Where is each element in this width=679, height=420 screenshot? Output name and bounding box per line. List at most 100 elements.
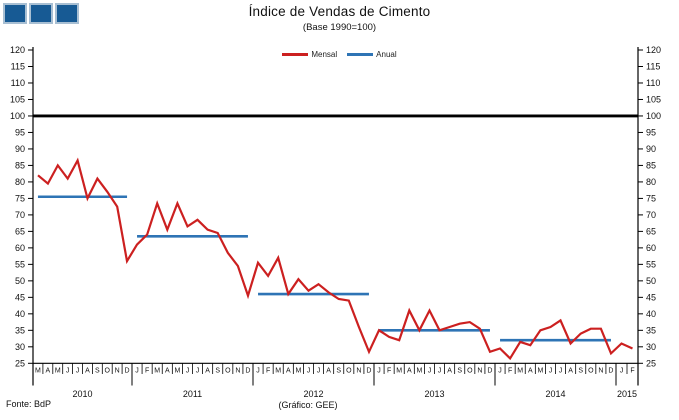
month-label: F <box>630 368 634 375</box>
legend-label-anual: Anual <box>376 50 397 59</box>
year-label: 2014 <box>545 389 565 399</box>
month-label: N <box>235 368 240 375</box>
y-tick-label-right: 115 <box>646 61 660 71</box>
month-label: J <box>317 368 321 375</box>
month-label: F <box>387 368 391 375</box>
y-tick-label-right: 50 <box>646 276 656 286</box>
month-label: M <box>517 368 523 375</box>
month-label: J <box>377 368 381 375</box>
y-tick-label-left: 100 <box>10 111 25 121</box>
month-label: A <box>46 368 51 375</box>
y-tick-label-left: 95 <box>15 127 25 137</box>
y-tick-label-right: 120 <box>646 45 661 55</box>
y-tick-label-right: 95 <box>646 127 656 137</box>
month-label: S <box>215 368 220 375</box>
y-tick-label-left: 85 <box>15 160 25 170</box>
month-label: D <box>366 368 371 375</box>
month-label: J <box>438 368 442 375</box>
logo-square <box>3 3 27 24</box>
y-tick-label-right: 100 <box>646 111 661 121</box>
y-tick-label-right: 90 <box>646 144 656 154</box>
month-label: A <box>85 368 90 375</box>
y-tick-label-left: 35 <box>15 325 25 335</box>
month-label: S <box>578 368 583 375</box>
month-label: F <box>508 368 512 375</box>
y-tick-label-left: 105 <box>10 94 25 104</box>
y-tick-label-left: 65 <box>15 226 25 236</box>
y-tick-label-left: 110 <box>11 78 25 88</box>
month-label: N <box>477 368 482 375</box>
y-tick-label-left: 40 <box>15 309 25 319</box>
month-label: J <box>196 368 200 375</box>
month-label: A <box>528 368 533 375</box>
logo-square <box>29 3 53 24</box>
month-label: M <box>35 368 41 375</box>
month-label: A <box>165 368 170 375</box>
month-label: A <box>286 368 291 375</box>
month-label: S <box>336 368 341 375</box>
y-tick-label-left: 45 <box>15 292 25 302</box>
y-tick-label-left: 30 <box>15 342 25 352</box>
month-label: M <box>55 368 61 375</box>
chart-subtitle: (Base 1990=100) <box>302 22 377 33</box>
month-label: M <box>416 368 422 375</box>
y-tick-label-right: 45 <box>646 292 656 302</box>
month-label: O <box>588 368 594 375</box>
y-tick-label-left: 90 <box>15 144 25 154</box>
month-label: O <box>105 368 111 375</box>
logo-square <box>55 3 79 24</box>
y-tick-label-left: 55 <box>15 259 25 269</box>
month-label: A <box>568 368 573 375</box>
credit-note: (Gráfico: GEE) <box>278 400 338 410</box>
y-tick-label-left: 60 <box>15 243 25 253</box>
y-tick-label-right: 55 <box>646 259 656 269</box>
month-label: J <box>498 368 502 375</box>
anual-line-swatch <box>347 53 374 56</box>
y-tick-label-left: 120 <box>10 45 25 55</box>
y-tick-label-right: 75 <box>646 193 656 203</box>
y-tick-label-right: 40 <box>646 309 656 319</box>
month-label: J <box>620 368 624 375</box>
y-tick-label-left: 80 <box>15 177 25 187</box>
month-label: M <box>537 368 543 375</box>
y-tick-label-right: 60 <box>646 243 656 253</box>
y-tick-label-right: 30 <box>646 342 656 352</box>
legend: Mensal Anual <box>0 50 679 59</box>
month-label: S <box>457 368 462 375</box>
month-label: J <box>428 368 432 375</box>
y-tick-label-right: 70 <box>646 210 656 220</box>
y-tick-label-left: 70 <box>15 210 25 220</box>
month-label: N <box>115 368 120 375</box>
month-label: O <box>467 368 473 375</box>
y-tick-label-right: 110 <box>646 78 660 88</box>
year-label: 2010 <box>72 389 92 399</box>
month-label: M <box>295 368 301 375</box>
month-label: M <box>174 368 180 375</box>
month-label: N <box>356 368 361 375</box>
month-label: A <box>447 368 452 375</box>
legend-item-mensal: Mensal <box>282 50 337 59</box>
month-label: M <box>275 368 281 375</box>
month-label: D <box>608 368 613 375</box>
month-label: J <box>256 368 260 375</box>
source-note: Fonte: BdP <box>6 399 52 409</box>
y-tick-label-right: 35 <box>646 325 656 335</box>
y-tick-label-right: 105 <box>646 94 661 104</box>
month-label: A <box>205 368 210 375</box>
legend-item-anual: Anual <box>347 50 397 59</box>
y-tick-label-left: 115 <box>11 61 25 71</box>
month-label: M <box>396 368 402 375</box>
month-label: F <box>145 368 149 375</box>
mensal-line-swatch <box>282 53 309 56</box>
month-label: J <box>559 368 563 375</box>
y-tick-label-left: 50 <box>15 276 25 286</box>
legend-label-mensal: Mensal <box>311 50 338 59</box>
y-tick-label-right: 85 <box>646 160 656 170</box>
month-label: D <box>125 368 130 375</box>
logo <box>3 3 79 24</box>
mensal-line <box>37 157 633 361</box>
year-label: 2012 <box>303 389 323 399</box>
month-label: N <box>598 368 603 375</box>
month-label: A <box>326 368 331 375</box>
